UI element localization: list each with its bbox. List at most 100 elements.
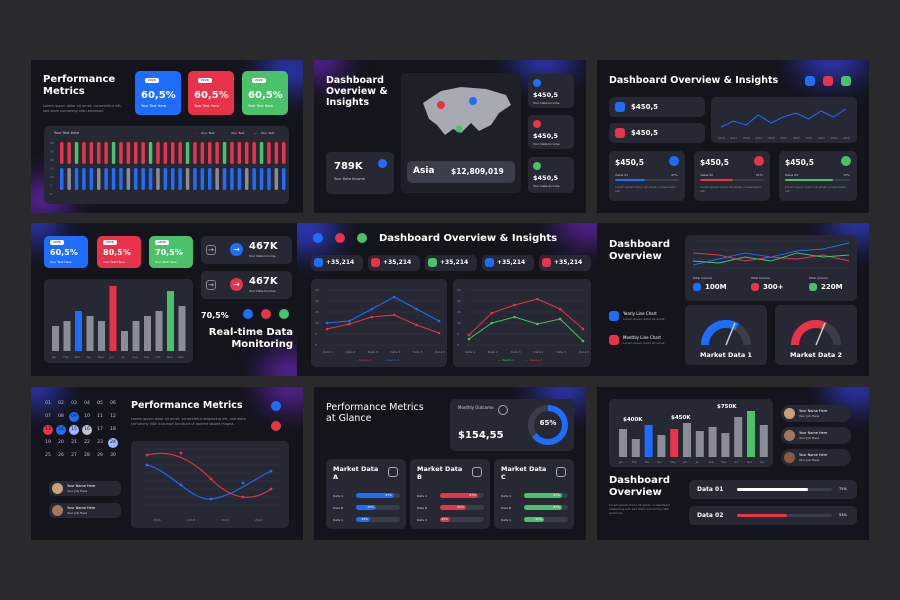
- calendar-day[interactable]: 11: [97, 414, 103, 419]
- y-tick: 10: [50, 175, 54, 179]
- x-tick: 2024: [818, 136, 825, 140]
- calendar-day[interactable]: 18: [110, 427, 116, 432]
- calendar-day[interactable]: 15: [69, 425, 79, 435]
- calendar-day[interactable]: 17: [97, 427, 103, 432]
- year-tag: 2026: [198, 78, 212, 83]
- slide-dashboard-team[interactable]: Jan Feb Mar Apr May Jun Jul Aug Sep Oct Nov Dec $400…: [597, 387, 869, 540]
- bar-bottom: [148, 168, 153, 190]
- badge-value: +35,214: [497, 259, 526, 266]
- tag-icon[interactable]: [841, 76, 851, 86]
- calendar-day[interactable]: 28: [84, 453, 90, 458]
- calendar-day[interactable]: 27: [71, 453, 77, 458]
- bar-bottom: [74, 168, 79, 190]
- calendar-day[interactable]: 03: [71, 401, 77, 406]
- stat-badge: +35,214: [425, 255, 477, 271]
- progress-fill: [785, 179, 833, 181]
- image-icon[interactable]: [271, 421, 281, 431]
- slide-realtime-monitoring[interactable]: 2026 60,5% Your Text Here 2026 80,5% You…: [31, 223, 303, 376]
- page-title: Real-time Data Monitoring: [208, 327, 293, 350]
- calendar-day[interactable]: 29: [97, 453, 103, 458]
- calendar-day[interactable]: 21: [71, 440, 77, 445]
- slide-performance-metrics[interactable]: Performance Metrics Lorem ipsum dolor si…: [31, 60, 303, 213]
- calendar-day[interactable]: 30: [110, 453, 116, 458]
- person-card[interactable]: Your Name Here Your Job Here: [781, 427, 851, 444]
- stat-badge: +35,214: [482, 255, 534, 271]
- calendar-day[interactable]: 24: [108, 438, 118, 448]
- chart-icon: [533, 79, 541, 87]
- arrow-right-icon: →: [230, 278, 243, 291]
- slide-dashboard-center[interactable]: Dashboard Overview & Insights +35,214 +3…: [297, 223, 603, 376]
- calendar-day[interactable]: 06: [110, 401, 116, 406]
- person-card[interactable]: Your Name Here Your Job Here: [781, 449, 851, 466]
- calendar-day[interactable]: 07: [45, 414, 51, 419]
- x-tick: Dec: [760, 460, 766, 464]
- calendar-day[interactable]: 20: [58, 440, 64, 445]
- row-pct: 75%: [839, 487, 847, 491]
- calendar-day[interactable]: 19: [45, 440, 51, 445]
- stat-card: $450,5: [609, 123, 705, 143]
- bar-bottom: [67, 168, 71, 190]
- series-line: [146, 452, 272, 498]
- data-point: [209, 497, 213, 501]
- series-line: [326, 296, 440, 324]
- bar-bottom: [82, 168, 86, 190]
- calendar-day[interactable]: 14: [56, 425, 66, 435]
- description: Lorem ipsum dolor sit amet, consectetur …: [43, 104, 122, 113]
- slide-metrics-glance[interactable]: Performance Metrics at Glance Monthly Ou…: [314, 387, 586, 540]
- leaf-icon[interactable]: [805, 76, 815, 86]
- x-tick: Jan: [51, 355, 57, 359]
- x-tick: Sep: [721, 460, 726, 464]
- data-point: [513, 315, 516, 319]
- slide-performance-calendar[interactable]: 01 02 03 04 05 06 07 08 09 10 11 12 13 14 15 16 17 18 19 20…: [31, 387, 303, 540]
- calendar-day[interactable]: 08: [58, 414, 64, 419]
- slide-dashboard-insights[interactable]: Dashboard Overview & Insights $450,5 $45…: [597, 60, 869, 213]
- calendar-day[interactable]: 23: [97, 440, 103, 445]
- striped-bar-chart: 30 25 20 15 10 5 0: [50, 141, 286, 196]
- calendar-day[interactable]: 22: [84, 440, 90, 445]
- line-chart-card: 25 20 15 10 5 0 Data 1 Data 2 Data 3 Data 4 Data 5…: [453, 279, 591, 367]
- avatar: [52, 483, 63, 494]
- year-tag: 2026: [103, 240, 117, 245]
- data-point: [437, 319, 441, 323]
- calendar-day[interactable]: 13: [43, 425, 53, 435]
- calendar-day[interactable]: 09: [69, 412, 79, 422]
- legend-item: — Teams 2: [526, 358, 542, 362]
- x-tick: Data 6: [579, 350, 589, 354]
- calendar-day[interactable]: 05: [97, 401, 103, 406]
- person-card[interactable]: Your Name Here Your Job Here: [49, 481, 121, 496]
- calendar-day[interactable]: 04: [84, 401, 90, 406]
- x-tick: 2019: [756, 136, 763, 140]
- tag-icon[interactable]: [357, 233, 367, 243]
- bar: [75, 311, 82, 351]
- calendar-day[interactable]: 01: [45, 401, 51, 406]
- market-card: Market Data A Data A 87% Data B 45% Data…: [326, 459, 406, 529]
- x-tick: Jul: [695, 460, 699, 464]
- image-icon[interactable]: [823, 76, 833, 86]
- person-card[interactable]: Your Name Here Your Job Here: [781, 405, 851, 422]
- slide-dashboard-map[interactable]: Dashboard Overview & Insights 789K Your …: [314, 60, 586, 213]
- image-icon[interactable]: [335, 233, 345, 243]
- slide-dashboard-gauges[interactable]: Dashboard Overview Total Income 100M Tot…: [597, 223, 869, 376]
- progress-fill: 87%: [524, 493, 562, 498]
- x-tick: Mar: [645, 460, 651, 464]
- calendar-day[interactable]: 16: [82, 425, 92, 435]
- calendar-day[interactable]: 25: [45, 453, 51, 458]
- calendar-day[interactable]: 12: [110, 414, 116, 419]
- card-pct: 72%: [843, 173, 850, 177]
- card-desc: Lorem ipsum dolor sit amet, consectetur …: [785, 185, 847, 194]
- kpi-card-blue: 2026 60,5% Your Text Here: [135, 71, 181, 115]
- data-point: [581, 327, 585, 331]
- bar-bottom: [171, 168, 175, 190]
- bar-bottom: [156, 168, 160, 190]
- calendar-day[interactable]: 26: [58, 453, 64, 458]
- bell-icon[interactable]: [271, 401, 281, 411]
- page-title: Dashboard Overview & Insights: [326, 75, 388, 108]
- x-tick: 2016: [153, 518, 161, 522]
- bar-top: [178, 142, 182, 164]
- y-tick: 15: [50, 167, 54, 171]
- bar-bottom: [111, 168, 116, 190]
- calendar-day[interactable]: 10: [84, 414, 90, 419]
- calendar-day[interactable]: 02: [58, 401, 64, 406]
- leaf-icon[interactable]: [313, 233, 323, 243]
- person-card[interactable]: Your Name Here Your Job Here: [49, 503, 121, 518]
